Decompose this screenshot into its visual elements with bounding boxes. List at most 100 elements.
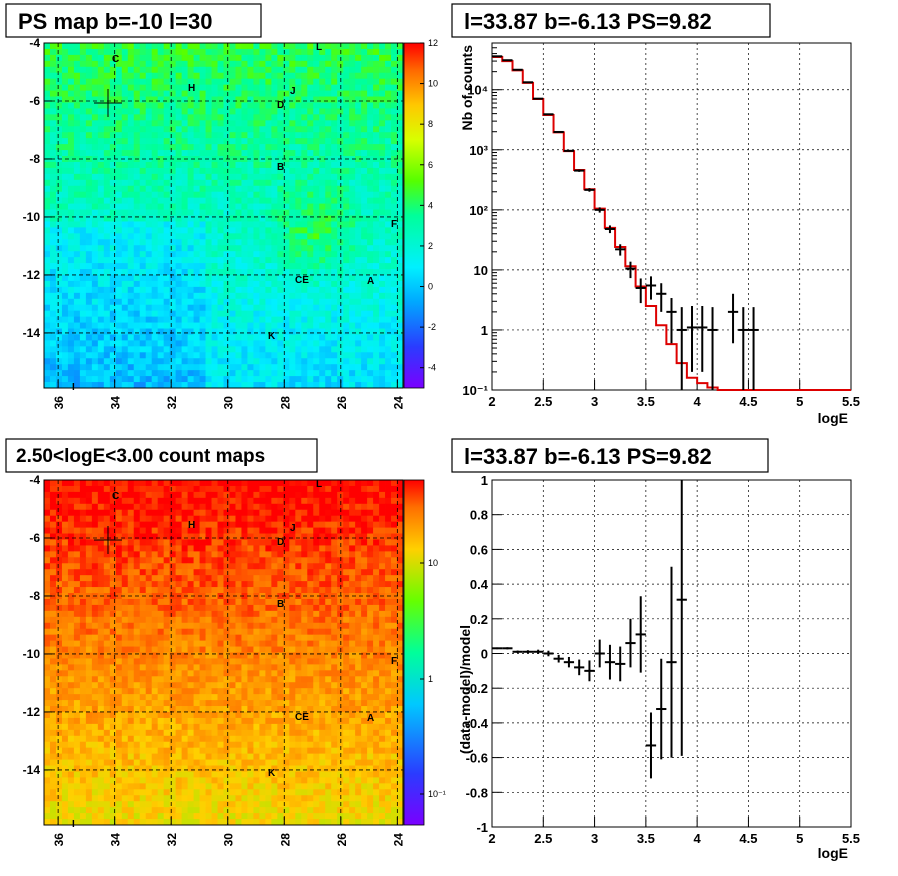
heat-cell [122,102,128,108]
heat-cell [116,251,122,257]
heat-cell [152,85,158,91]
heat-cell [134,498,140,504]
heat-cell [68,557,74,563]
heat-cell [265,61,271,67]
heat-cell [343,358,349,364]
heat-cell [158,605,164,611]
heat-cell [271,323,277,329]
heat-cell [212,516,218,522]
heat-cell [325,263,331,269]
heat-cell [259,599,265,605]
heat-cell [128,581,134,587]
heat-cell [74,486,80,492]
heat-cell [355,186,361,192]
heat-cell [170,73,176,79]
heat-cell [271,257,277,263]
heat-cell [343,132,349,138]
heat-cell [62,180,68,186]
heat-cell [62,539,68,545]
heat-cell [277,114,283,120]
heat-cell [176,174,182,180]
heat-cell [349,352,355,358]
heat-cell [301,486,307,492]
heat-cell [50,126,56,132]
heat-cell [247,168,253,174]
heat-cell [80,61,86,67]
heat-cell [325,480,331,486]
heat-cell [116,317,122,323]
heat-cell [224,323,230,329]
heat-cell [92,486,98,492]
heat-cell [44,245,50,251]
heat-cell [116,144,122,150]
heat-cell [206,534,212,540]
heat-cell [140,305,146,311]
heat-cell [110,257,116,263]
heat-cell [241,168,247,174]
heat-cell [68,108,74,114]
heat-cell [325,498,331,504]
heat-cell [68,480,74,486]
heat-cell [265,575,271,581]
heat-cell [212,91,218,97]
heat-cell [212,144,218,150]
heat-cell [218,233,224,239]
heat-cell [206,102,212,108]
heat-cell [391,340,397,346]
heat-cell [307,551,313,557]
heat-cell [307,204,313,210]
heat-cell [379,55,385,61]
heat-cell [80,216,86,222]
heat-cell [379,120,385,126]
heat-cell [337,305,343,311]
heat-cell [241,79,247,85]
heat-cell [56,376,62,382]
heat-cell [337,150,343,156]
heat-cell [146,91,152,97]
heat-cell [50,49,56,55]
heat-cell [188,138,194,144]
heat-cell [397,198,403,204]
heat-cell [134,352,140,358]
heat-cell [182,504,188,510]
heat-cell [62,126,68,132]
heat-cell [164,376,170,382]
heat-cell [104,221,110,227]
heat-cell [188,269,194,275]
heat-cell [241,364,247,370]
heat-cell [349,587,355,593]
heat-cell [385,97,391,103]
heat-cell [307,587,313,593]
heat-cell [301,132,307,138]
heat-cell [182,263,188,269]
heat-cell [86,144,92,150]
heat-cell [122,144,128,150]
heat-cell [128,504,134,510]
heat-cell [140,114,146,120]
heat-cell [295,575,301,581]
heat-cell [164,144,170,150]
heat-cell [140,352,146,358]
heat-cell [218,186,224,192]
heat-cell [391,263,397,269]
heat-cell [301,534,307,540]
heat-cell [355,204,361,210]
heat-cell [206,370,212,376]
heat-cell [235,233,241,239]
heat-cell [146,85,152,91]
heat-cell [140,334,146,340]
heat-cell [301,204,307,210]
heat-cell [176,85,182,91]
heat-cell [253,364,259,370]
heat-cell [259,263,265,269]
heat-cell [176,168,182,174]
heat-cell [56,114,62,120]
heat-cell [367,67,373,73]
heat-cell [325,311,331,317]
heat-cell [134,299,140,305]
heat-cell [325,102,331,108]
heat-cell [349,498,355,504]
heat-cell [259,299,265,305]
heat-cell [56,317,62,323]
x-tick-label: 2.5 [534,394,552,409]
